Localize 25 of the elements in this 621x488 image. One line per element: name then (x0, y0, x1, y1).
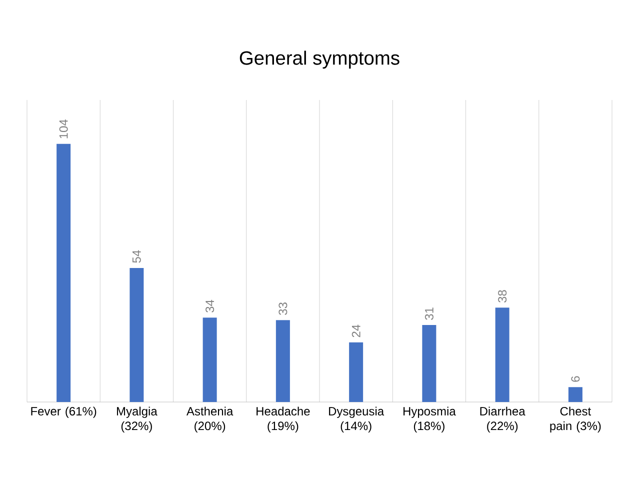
x-tick-label: Dysgeusia (14%) (329, 406, 384, 433)
data-label: 33 (278, 302, 288, 315)
x-tick-label: Diarrhea (22%) (480, 406, 526, 433)
x-tick-label: Fever (61%) (31, 406, 96, 418)
data-label: 34 (206, 300, 214, 312)
data-label: 31 (424, 308, 434, 320)
bar (349, 342, 364, 402)
x-tick-label: Headache (19%) (256, 406, 310, 433)
bar (495, 308, 510, 402)
x-tick-label: Myalgia (32%) (117, 406, 158, 433)
data-label: 38 (498, 290, 507, 302)
chart-title: General symptoms (240, 50, 400, 69)
bar (276, 320, 290, 402)
bar (56, 144, 71, 402)
data-label: 24 (352, 324, 360, 338)
x-tick-label: Asthenia (20%) (186, 406, 234, 433)
bar (202, 318, 217, 402)
bar (130, 268, 144, 402)
data-label: 54 (132, 250, 141, 263)
data-label: 6 (571, 376, 580, 382)
bar (568, 387, 582, 402)
x-tick-label: Chest pain (3%) (550, 406, 601, 433)
bar (422, 325, 436, 402)
data-label: 104 (59, 120, 68, 138)
x-tick-label: Hyposmia (18%) (403, 406, 456, 433)
